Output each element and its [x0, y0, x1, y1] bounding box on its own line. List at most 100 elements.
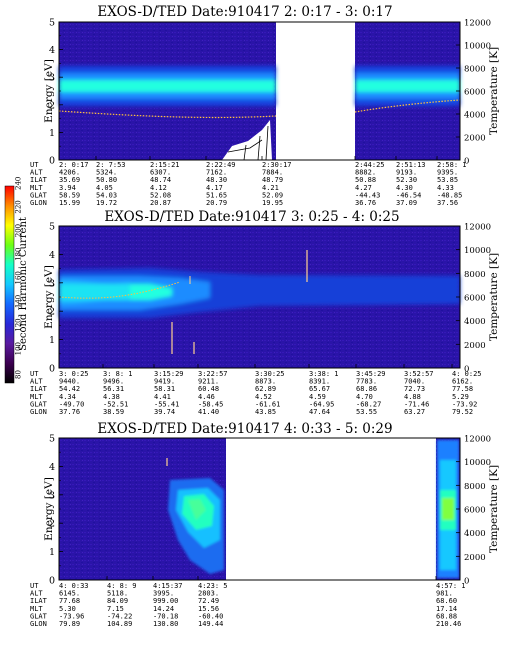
ephemeris-row-label: MLT: [30, 393, 43, 401]
y-right-tick-label: 10000: [464, 42, 491, 52]
ephemeris-cell: 5118.: [107, 590, 128, 598]
panel-1-yticks-right: 0 2000 4000 6000 8000 10000 12000: [456, 19, 491, 167]
ephemeris-cell: 5.29: [452, 393, 469, 401]
ephemeris-cell: 52.30: [396, 176, 417, 184]
ephemeris-cell: 62.89: [255, 385, 276, 393]
y-right-tick-label: 8000: [464, 65, 486, 75]
ephemeris-cell: 4:23: 5: [198, 582, 228, 590]
ephemeris-cell: -60.40: [198, 612, 223, 620]
y-tick-label: 4: [49, 462, 55, 473]
colorbar-tick-label: 160: [15, 271, 23, 284]
ephemeris-row-label: MLT: [30, 184, 43, 192]
ephemeris-cell: 7783.: [356, 378, 377, 386]
panel-3-plot-area: [59, 438, 460, 580]
ephemeris-cell: 60.48: [198, 385, 219, 393]
ephemeris-cell: 2:15:21: [150, 161, 180, 169]
y-right-tick-label: 6000: [464, 506, 486, 516]
ephemeris-cell: 8873.: [255, 378, 276, 386]
ephemeris-cell: -68.27: [356, 400, 381, 408]
panel-2-ylabel-right: Temperature [K]: [488, 253, 500, 341]
ephemeris-cell: 58.59: [59, 191, 80, 199]
y-tick-label: 1: [49, 547, 55, 558]
ephemeris-cell: 48.79: [262, 176, 283, 184]
ephemeris-cell: 68.86: [356, 385, 377, 393]
colorbar-tick-label: 80: [15, 370, 23, 379]
ephemeris-cell: 72.49: [198, 597, 219, 605]
y-tick-label: 5: [49, 222, 55, 233]
panel-1-plot-area: [58, 22, 461, 161]
colorbar-tick-label: 180: [15, 248, 23, 261]
ephemeris-cell: 3:22:57: [198, 370, 228, 378]
ephemeris-cell: -73.96: [59, 612, 84, 620]
ephemeris-cell: 19.95: [262, 199, 283, 207]
y-tick-label: 2: [49, 307, 55, 318]
ephemeris-row-label: GLAT: [30, 191, 48, 199]
y-right-tick-label: 6000: [464, 88, 486, 98]
ephemeris-cell: 3:15:29: [154, 370, 184, 378]
panel-1-white-spikes: [222, 120, 272, 161]
spectrogram-panel-3: EXOS-D/TED Date:910417 4: 0:33 - 5: 0:29…: [30, 421, 500, 628]
ephemeris-cell: 4.52: [255, 393, 272, 401]
ephemeris-cell: 2: 0:17: [59, 161, 89, 169]
ephemeris-cell: 48.30: [206, 176, 227, 184]
spectrogram-panel-1: EXOS-D/TED Date:910417 2: 0:17 - 3: 0:17: [30, 4, 500, 207]
ephemeris-cell: 2:30:17: [262, 161, 292, 169]
ephemeris-cell: 3: 0:25: [59, 370, 89, 378]
ephemeris-cell: 130.80: [153, 620, 178, 628]
ephemeris-cell: 9440.: [59, 378, 80, 386]
colorbar-tick-label: 200: [15, 224, 23, 237]
ephemeris-cell: 6145.: [59, 590, 80, 598]
panel-2-vertical-spikes: [171, 250, 308, 354]
colorbar-ticks: 240 220 200 180 160 140 120 100 80: [15, 177, 23, 379]
ephemeris-cell: 79.52: [452, 408, 473, 416]
ephemeris-cell: 77.58: [452, 385, 473, 393]
ephemeris-cell: 149.44: [198, 620, 223, 628]
ephemeris-cell: 54.42: [59, 385, 80, 393]
ephemeris-cell: 41.40: [198, 408, 219, 416]
ephemeris-row-label: UT: [30, 582, 39, 590]
y-right-tick-label: 4000: [464, 317, 486, 327]
panel-2-ylabel: Energy [eV]: [43, 265, 55, 329]
panel-3-emission-patch-right: [437, 440, 459, 578]
y-right-tick-label: 0: [464, 157, 469, 167]
ephemeris-cell: 4:15:37: [153, 582, 183, 590]
ephemeris-cell: 4.34: [59, 393, 76, 401]
ephemeris-cell: 15.56: [198, 605, 219, 613]
ephemeris-cell: -46.54: [396, 191, 421, 199]
panel-1-data-gap: [276, 22, 355, 160]
ephemeris-cell: 14.24: [153, 605, 174, 613]
y-tick-label: 3: [49, 278, 55, 289]
y-tick-label: 5: [49, 18, 55, 29]
ephemeris-cell: 68.60: [436, 597, 457, 605]
ephemeris-cell: 4.38: [103, 393, 120, 401]
ephemeris-row-label: GLON: [30, 620, 47, 628]
ephemeris-row-label: ALT: [30, 378, 43, 386]
ephemeris-cell: 8391.: [309, 378, 330, 386]
ephemeris-cell: 47.64: [309, 408, 330, 416]
colorbar-gradient: [4, 185, 15, 384]
ephemeris-row-label: GLAT: [30, 612, 48, 620]
y-tick-label: 0: [49, 364, 55, 375]
ephemeris-cell: -55.41: [154, 400, 179, 408]
panel-1-title: EXOS-D/TED Date:910417 2: 0:17 - 3: 0:17: [97, 4, 392, 20]
ephemeris-cell: 43.85: [255, 408, 276, 416]
y-right-tick-label: 10000: [464, 458, 491, 468]
panel-1-ylabel: Energy [eV]: [43, 59, 55, 123]
y-right-tick-label: 4000: [464, 111, 486, 121]
ephemeris-cell: 4: 0:25: [452, 370, 482, 378]
ephemeris-cell: 2:58: 1: [437, 161, 467, 169]
ephemeris-row-label: ILAT: [30, 385, 48, 393]
colorbar: 240 220 200 180 160 140 120 100 80 Second Harmon…: [4, 177, 29, 384]
panel-3-data-gap: [226, 438, 436, 580]
ephemeris-cell: 79.89: [59, 620, 80, 628]
ephemeris-cell: 3: 8: 1: [103, 370, 133, 378]
ephemeris-cell: 52.08: [150, 191, 171, 199]
ephemeris-cell: 53.85: [437, 176, 458, 184]
colorbar-tick-label: 100: [15, 342, 23, 355]
y-tick-label: 3: [49, 490, 55, 501]
ephemeris-cell: 37.09: [396, 199, 417, 207]
y-tick-label: 2: [49, 519, 55, 530]
y-tick-label: 4: [49, 45, 55, 56]
ephemeris-cell: 84.09: [107, 597, 128, 605]
